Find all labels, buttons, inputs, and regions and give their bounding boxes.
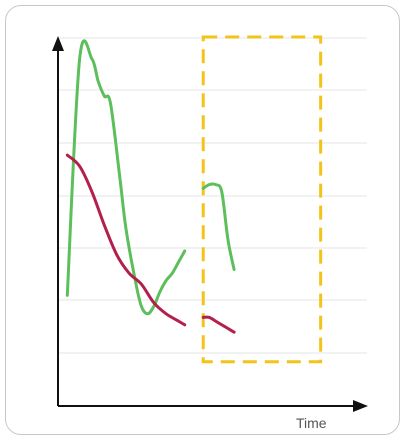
axes-layer [52,36,368,412]
x-axis-title: Time [296,415,327,431]
x-axis-arrowhead [353,400,368,412]
series-2-segment-1 [65,153,187,327]
highlight-layer [201,35,323,364]
series-2-segment-2 [201,315,236,334]
series-1-segment-1 [65,39,187,316]
highlight-region-box [201,35,323,364]
series-1-segment-2 [201,182,236,271]
y-axis-arrowhead [52,36,64,51]
series-layer [65,39,236,334]
